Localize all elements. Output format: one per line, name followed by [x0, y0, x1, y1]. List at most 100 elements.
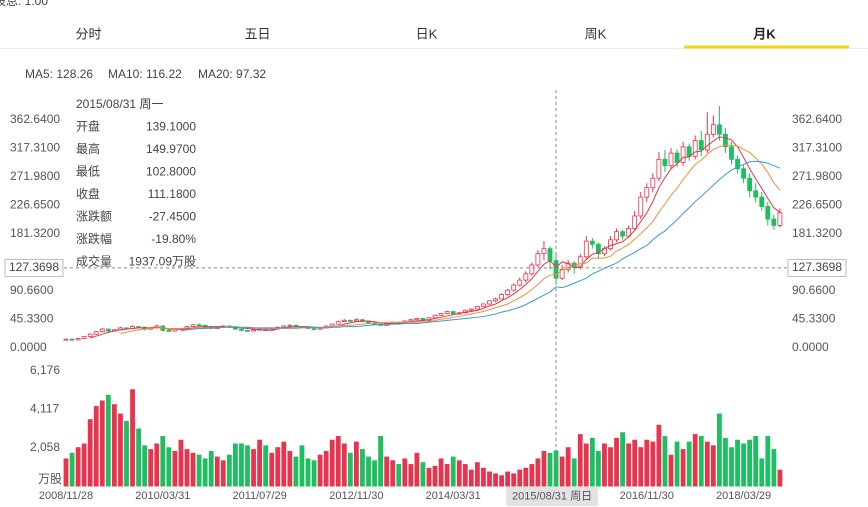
- volume-bar: [293, 456, 299, 487]
- candle-body: [287, 324, 293, 327]
- x-tick-label: 2016/11/30: [620, 490, 674, 502]
- ma-line: [90, 136, 781, 339]
- tab[interactable]: 周K: [585, 26, 607, 41]
- ma-line: [180, 160, 781, 332]
- candle-body: [468, 308, 474, 311]
- y-tick-label-right: 362.6400: [792, 112, 842, 126]
- volume-bar: [202, 458, 208, 487]
- candle-body: [535, 253, 541, 266]
- volume-bar: [517, 469, 523, 487]
- candle-body: [638, 196, 644, 217]
- tooltip-value: 111.1800: [148, 187, 197, 201]
- candle-body: [474, 306, 480, 310]
- ma-legend: MA5: 128.26: [25, 67, 93, 81]
- volume-bar: [583, 443, 589, 487]
- candle-body: [547, 248, 553, 262]
- volume-bar: [220, 460, 226, 487]
- crosshair-value-right: 127.3698: [792, 260, 842, 274]
- volume-bar: [341, 443, 347, 487]
- volume-bar: [396, 464, 402, 487]
- candle-body: [729, 146, 734, 160]
- volume-bar: [124, 421, 129, 487]
- volume-tick-label: 2,058: [30, 440, 60, 454]
- tooltip-label: 收盘: [76, 186, 100, 201]
- volume-bar: [99, 400, 105, 487]
- tab[interactable]: 五日: [244, 26, 270, 41]
- candle-body: [698, 140, 704, 151]
- volume-bar: [299, 445, 305, 487]
- tooltip-date: 2015/08/31 周一: [76, 97, 163, 111]
- volume-bar: [662, 436, 668, 487]
- volume-bar: [577, 434, 583, 487]
- candle-body: [341, 319, 347, 322]
- tooltip-value: -27.4500: [149, 210, 197, 224]
- tab[interactable]: 日K: [416, 26, 438, 41]
- volume-bar: [608, 447, 613, 487]
- candle-body: [741, 168, 746, 179]
- candle-body: [353, 319, 359, 322]
- volume-bar: [63, 458, 69, 487]
- candle-body: [432, 314, 438, 319]
- volume-bar: [559, 456, 565, 487]
- volume-bar: [698, 436, 704, 487]
- volume-bar: [747, 439, 753, 487]
- volume-bar: [505, 471, 511, 487]
- y-tick-label-right: 0.0000: [792, 340, 829, 354]
- volume-bar: [402, 458, 408, 487]
- volume-bar: [190, 452, 196, 487]
- volume-bar: [468, 469, 474, 487]
- y-tick-label: 226.6500: [10, 198, 60, 212]
- dividend: 股息: 1.00: [0, 0, 48, 8]
- candle-body: [505, 289, 511, 295]
- volume-bar: [656, 424, 662, 487]
- tooltip-value: 139.1000: [146, 120, 196, 134]
- candle-body: [444, 311, 450, 314]
- tooltip-label: 涨跌幅: [76, 231, 112, 246]
- candle-body: [190, 324, 196, 328]
- candle-body: [717, 124, 722, 135]
- volume-bar: [535, 458, 541, 487]
- y-tick-label: 0.0000: [10, 340, 47, 354]
- volume-bar: [753, 436, 759, 487]
- volume-bar: [541, 450, 547, 487]
- candle-body: [239, 328, 244, 331]
- volume-bar: [444, 464, 450, 487]
- volume-bar: [208, 450, 214, 487]
- candle-body: [99, 328, 105, 333]
- volume-bar: [112, 404, 117, 487]
- crosshair-date: 2015/08/31 周日: [512, 489, 592, 502]
- y-tick-label-right: 181.3200: [792, 226, 842, 240]
- candle-body: [583, 240, 589, 258]
- volume-bar: [214, 456, 220, 487]
- volume-bar: [366, 456, 371, 487]
- volume-bar: [414, 452, 420, 487]
- volume-bar: [93, 406, 99, 487]
- tab[interactable]: 月K: [752, 26, 776, 41]
- y-tick-label-right: 317.3100: [792, 141, 842, 155]
- candle-body: [481, 303, 486, 307]
- x-tick-label: 2010/03/31: [135, 490, 190, 502]
- tooltip-value: 1937.09万股: [129, 255, 196, 269]
- volume-bar: [759, 458, 765, 487]
- volume-bar: [462, 464, 468, 487]
- volume-bar: [638, 447, 644, 487]
- volume-bar: [596, 450, 601, 487]
- volume-bar: [136, 428, 141, 487]
- volume-bar: [257, 439, 262, 487]
- volume-bar: [245, 445, 250, 487]
- volume-bar: [118, 413, 123, 487]
- volume-bar: [317, 454, 323, 487]
- candle-body: [487, 300, 492, 305]
- candle-body: [511, 284, 517, 291]
- ma-line: [120, 144, 781, 335]
- candle-body: [589, 240, 595, 245]
- candle-body: [668, 152, 674, 167]
- volume-bar: [347, 452, 353, 487]
- crosshair-label-box: [4, 258, 64, 277]
- volume-bar: [741, 443, 746, 487]
- volume-bar: [384, 456, 390, 487]
- tab[interactable]: 分时: [75, 26, 101, 41]
- candle-body: [771, 218, 777, 226]
- candle-body: [644, 187, 650, 198]
- volume-bar: [408, 464, 414, 487]
